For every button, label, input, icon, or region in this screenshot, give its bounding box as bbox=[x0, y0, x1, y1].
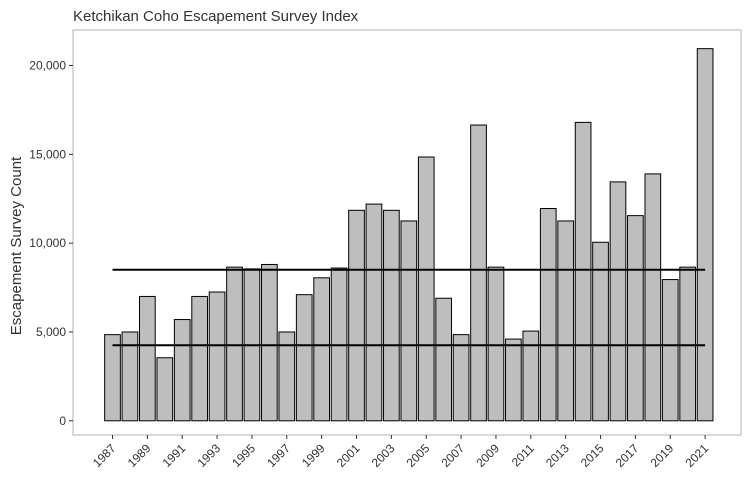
bar-2020 bbox=[679, 266, 697, 422]
bar-2009 bbox=[487, 266, 505, 422]
bar-2010 bbox=[505, 338, 522, 422]
x-tick-label: 1995 bbox=[229, 441, 258, 470]
x-tick-label: 2001 bbox=[334, 441, 363, 470]
bar-2003 bbox=[383, 209, 400, 422]
x-tick-label: 2005 bbox=[404, 441, 433, 470]
x-tick-label: 1997 bbox=[264, 441, 293, 470]
x-tick-label: 2019 bbox=[648, 441, 677, 470]
bar-2019 bbox=[661, 279, 679, 422]
x-tick-label: 2007 bbox=[438, 441, 467, 470]
bar-2001 bbox=[348, 209, 365, 422]
x-tick-label: 1989 bbox=[125, 441, 154, 470]
x-tick-label: 2017 bbox=[613, 441, 642, 470]
bar-2004 bbox=[400, 220, 418, 422]
bar-1994 bbox=[226, 266, 243, 422]
bar-1991 bbox=[173, 319, 191, 422]
bar-2011 bbox=[522, 330, 540, 422]
bar-1993 bbox=[208, 291, 226, 422]
x-tick-label: 2003 bbox=[369, 441, 398, 470]
x-tick-label: 2009 bbox=[473, 441, 502, 470]
bar-2012 bbox=[539, 208, 557, 422]
bar-1992 bbox=[191, 295, 209, 422]
x-tick-label: 2021 bbox=[682, 441, 711, 470]
x-tick-label: 1987 bbox=[90, 441, 119, 470]
y-tick-label: 20,000 bbox=[29, 59, 66, 73]
bar-2007 bbox=[452, 334, 470, 422]
bar-2005 bbox=[417, 156, 435, 422]
panel-border bbox=[72, 29, 742, 436]
bar-2008 bbox=[470, 124, 487, 422]
bar-2015 bbox=[592, 241, 609, 422]
bar-2013 bbox=[557, 220, 575, 422]
bar-1987 bbox=[104, 334, 121, 422]
y-tick-label: 5,000 bbox=[36, 325, 66, 339]
bar-1997 bbox=[278, 331, 296, 422]
bar-1998 bbox=[295, 294, 313, 422]
bar-2017 bbox=[627, 215, 644, 422]
x-tick-label: 1999 bbox=[299, 441, 328, 470]
bar-2014 bbox=[574, 121, 592, 422]
y-tick-label: 0 bbox=[59, 414, 66, 428]
chart-title: Ketchikan Coho Escapement Survey Index bbox=[73, 8, 359, 25]
bar-2021 bbox=[696, 48, 714, 422]
x-tick-label: 2013 bbox=[543, 441, 572, 470]
x-tick-label: 1991 bbox=[160, 441, 189, 470]
bar-2016 bbox=[609, 181, 627, 422]
y-tick-label: 10,000 bbox=[29, 236, 66, 250]
bar-1999 bbox=[313, 277, 331, 422]
bar-1989 bbox=[139, 295, 156, 422]
y-axis-title: Escapement Survey Count bbox=[8, 156, 25, 335]
bar-1996 bbox=[261, 263, 278, 422]
x-tick-label: 2015 bbox=[578, 441, 607, 470]
x-tick-label: 1993 bbox=[194, 441, 223, 470]
bar-2006 bbox=[435, 297, 453, 422]
bar-1988 bbox=[121, 331, 139, 422]
plot-panel: 0 5,000 10,000 15,000 20,000 1987 1989 1991 1993… bbox=[29, 29, 742, 470]
x-tick-label: 2011 bbox=[509, 441, 537, 469]
y-tick-label: 15,000 bbox=[29, 147, 66, 161]
bar-2018 bbox=[644, 173, 662, 422]
bar-1990 bbox=[156, 357, 174, 422]
bar-2002 bbox=[365, 203, 383, 422]
